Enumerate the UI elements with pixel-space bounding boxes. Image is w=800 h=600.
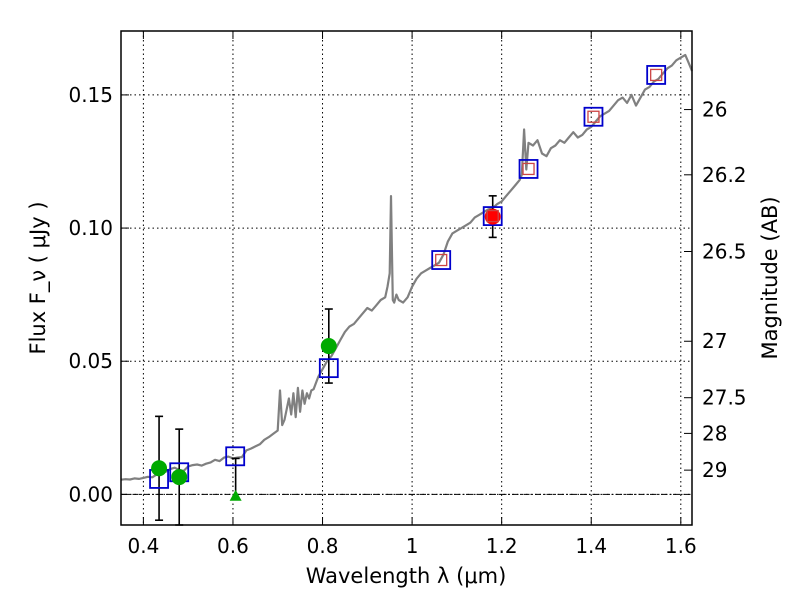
model-square-marker [583,106,604,127]
right-tick-label: 28 [702,421,727,445]
green-circle-marker [151,460,168,477]
nir-square-marker [650,68,663,82]
model-square-marker [225,446,246,467]
green-circle-marker [171,469,188,486]
marker-layer [149,65,667,501]
nir-square-marker [522,162,535,176]
y-tick-label: 0.00 [68,482,113,506]
plot-background [121,31,692,525]
spectrum-line [120,53,694,481]
plot-frame [120,30,693,526]
x-tick-label: 1.6 [665,534,697,558]
right-axis-title: Magnitude (AB) [758,196,782,359]
model-square-marker [482,206,503,226]
spectrum-layer [120,53,694,481]
y-tick-label: 0.10 [68,216,113,240]
right-tick-label: 27 [702,329,727,353]
y-tick-labels: 0.00 0.05 0.10 0.15 [68,83,113,506]
model-square-marker [646,65,667,85]
x-tick-label: 0.6 [217,534,249,558]
right-tick-label: 26.2 [702,163,747,187]
x-tick-label: 1.4 [575,534,607,558]
model-square-marker [318,358,339,379]
y-tick-label: 0.15 [68,83,113,107]
model-square-marker [431,250,452,270]
nir-square-marker [435,253,448,267]
x-tick-label: 0.8 [307,534,339,558]
model-square-marker [518,159,539,179]
green-circle-marker [320,338,337,355]
right-tick-label: 26.5 [702,240,747,264]
x-tick-labels: 0.4 0.6 0.8 1 1.2 1.4 1.6 [127,534,696,558]
right-tick-label: 27.5 [702,386,747,410]
red-circle-marker [484,208,501,225]
right-tick-label: 26 [702,98,727,122]
y-tick-label: 0.05 [68,349,113,373]
nir-square-marker [486,209,499,223]
right-tick-labels: 26 26.2 26.5 27 27.5 28 29 [702,98,747,483]
nir-square-marker [587,110,600,123]
x-tick-label: 1.2 [486,534,518,558]
x-axis-title: Wavelength λ (μm) [306,564,507,588]
x-tick-label: 0.4 [127,534,159,558]
right-tick-label: 29 [702,458,727,482]
upper-limit-triangle [229,489,242,501]
ticks [121,31,692,525]
y-axis-title: Flux F_ν ( μJy ) [26,201,51,354]
x-tick-label: 1 [406,534,419,558]
